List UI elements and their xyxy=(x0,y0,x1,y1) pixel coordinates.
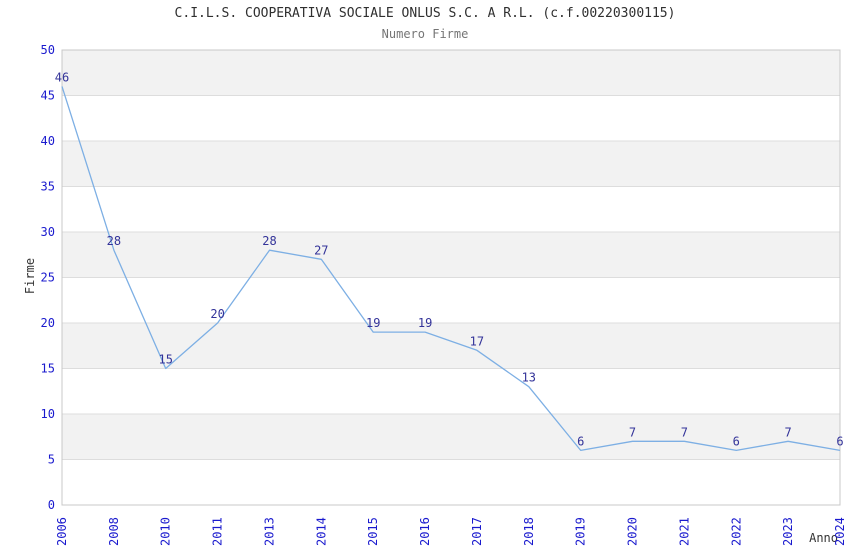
plot-band xyxy=(62,232,840,278)
point-label: 27 xyxy=(314,243,328,257)
y-tick-label: 45 xyxy=(41,89,55,103)
x-tick-label: 2013 xyxy=(263,517,277,546)
x-tick-label: 2020 xyxy=(626,517,640,546)
point-label: 13 xyxy=(522,371,536,385)
point-label: 6 xyxy=(577,434,584,448)
y-tick-label: 40 xyxy=(41,134,55,148)
plot-band xyxy=(62,50,840,96)
y-tick-label: 10 xyxy=(41,407,55,421)
y-tick-label: 35 xyxy=(41,180,55,194)
data-line xyxy=(61,86,841,452)
x-tick-label: 2008 xyxy=(107,517,121,546)
x-tick-label: 2017 xyxy=(470,517,484,546)
point-label: 6 xyxy=(733,434,740,448)
x-tick-label: 2015 xyxy=(366,517,380,546)
point-label: 7 xyxy=(784,425,791,439)
point-label: 6 xyxy=(836,434,843,448)
point-label: 20 xyxy=(210,307,224,321)
x-tick-label: 2011 xyxy=(211,517,225,546)
x-tick-label: 2014 xyxy=(314,517,328,546)
point-label: 46 xyxy=(55,70,69,84)
x-axis-title: Anno xyxy=(809,531,838,545)
point-label: 17 xyxy=(470,334,484,348)
x-tick-label: 2022 xyxy=(729,517,743,546)
x-tick-label: 2010 xyxy=(159,517,173,546)
point-label: 19 xyxy=(418,316,432,330)
chart-subtitle: Numero Firme xyxy=(381,27,469,41)
x-tick-label: 2024 xyxy=(833,517,847,546)
chart-title: C.I.L.S. COOPERATIVA SOCIALE ONLUS S.C. … xyxy=(174,6,676,21)
y-tick-label: 20 xyxy=(41,316,55,330)
point-label: 15 xyxy=(158,353,172,367)
point-label: 28 xyxy=(107,234,121,248)
x-tick-label: 2016 xyxy=(418,517,432,546)
x-tick-label: 2018 xyxy=(522,517,536,546)
plot-border xyxy=(61,49,841,506)
point-label: 28 xyxy=(262,234,276,248)
x-tick-label: 2019 xyxy=(574,517,588,546)
plot-band xyxy=(62,414,840,460)
y-tick-label: 15 xyxy=(41,362,55,376)
x-tick-label: 2006 xyxy=(55,517,69,546)
point-label: 7 xyxy=(681,425,688,439)
y-tick-label: 0 xyxy=(48,498,55,512)
plot-band xyxy=(62,323,840,369)
point-label: 7 xyxy=(629,425,636,439)
y-tick-label: 30 xyxy=(41,225,55,239)
plot-band xyxy=(62,141,840,187)
x-tick-label: 2023 xyxy=(781,517,795,546)
y-tick-label: 5 xyxy=(48,453,55,467)
point-label: 19 xyxy=(366,316,380,330)
y-tick-label: 25 xyxy=(41,271,55,285)
y-tick-label: 50 xyxy=(41,43,55,57)
x-tick-label: 2021 xyxy=(677,517,691,546)
